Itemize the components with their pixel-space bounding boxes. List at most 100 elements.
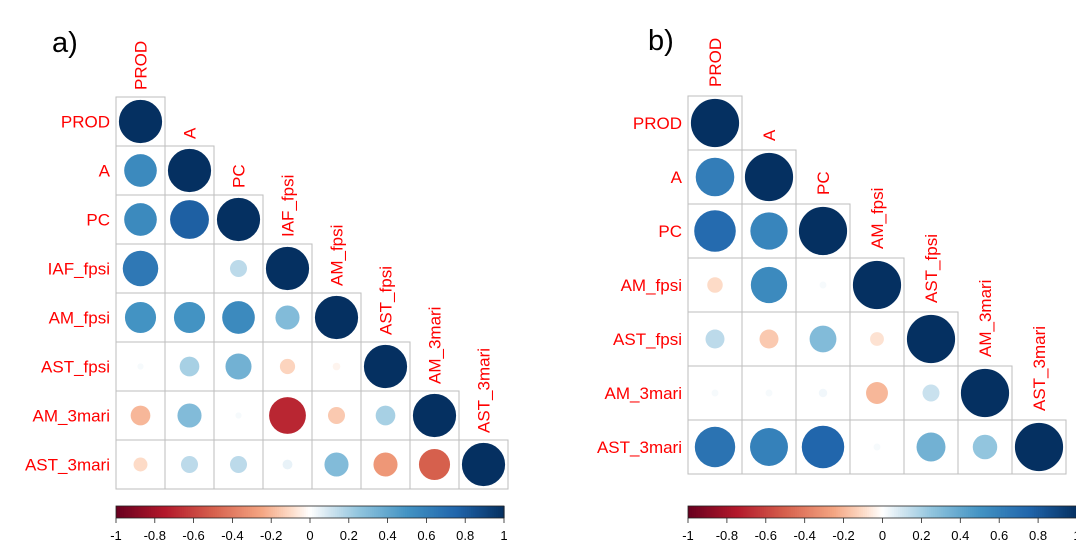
colorbar-segment bbox=[187, 506, 191, 518]
colorbar-segment bbox=[265, 506, 268, 518]
colorbar-segment bbox=[831, 506, 835, 518]
colorbar-segment bbox=[168, 506, 171, 518]
colorbar-segment bbox=[199, 506, 202, 518]
colorbar-segment bbox=[898, 506, 901, 518]
column-label-AST_fpsi: AST_fpsi bbox=[377, 266, 396, 335]
row-label-PC: PC bbox=[86, 211, 110, 230]
corrplot-panel-a: a) PROD A PC IAF_fpsi AM_fpsi AST_fpsi AM_3mari… bbox=[25, 27, 509, 543]
colorbar-tick-label: 0.6 bbox=[990, 528, 1008, 543]
colorbar-segment bbox=[162, 506, 166, 518]
correlation-circle-AST_3mari-IAF_fpsi bbox=[282, 459, 293, 470]
correlation-circle-AM_3mari-PROD bbox=[711, 389, 719, 397]
colorbar-segment bbox=[356, 506, 360, 518]
row-label-AM_3mari: AM_3mari bbox=[33, 407, 110, 426]
colorbar-segment bbox=[383, 506, 387, 518]
colorbar-segment bbox=[750, 506, 753, 518]
correlation-circle-AST_3mari-AM_fpsi bbox=[324, 452, 349, 477]
colorbar-segment bbox=[432, 506, 435, 518]
colorbar-segment bbox=[1067, 506, 1070, 518]
colorbar-segment bbox=[872, 506, 876, 518]
colorbar-segment bbox=[878, 506, 882, 518]
colorbar-segment bbox=[1071, 506, 1074, 518]
colorbar-segment bbox=[308, 506, 311, 518]
colorbar-segment bbox=[298, 506, 301, 518]
colorbar-segment bbox=[1024, 506, 1028, 518]
colorbar-segment bbox=[455, 506, 459, 518]
colorbar-segment bbox=[999, 506, 1002, 518]
colorbar-segment bbox=[775, 506, 779, 518]
colorbar-segment bbox=[397, 506, 400, 518]
colorbar-segment bbox=[337, 506, 340, 518]
colorbar-segment bbox=[991, 506, 994, 518]
colorbar-segment bbox=[426, 506, 429, 518]
colorbar-segment bbox=[441, 506, 445, 518]
row-label-AM_3mari: AM_3mari bbox=[605, 384, 682, 403]
row-label-AST_3mari: AST_3mari bbox=[25, 456, 110, 475]
colorbar-segment bbox=[726, 506, 730, 518]
colorbar-segment bbox=[968, 506, 971, 518]
colorbar-segment bbox=[833, 506, 837, 518]
colorbar-tick-label: -0.8 bbox=[144, 528, 166, 543]
colorbar-segment bbox=[414, 506, 418, 518]
colorbar-segment bbox=[389, 506, 393, 518]
colorbar-segment bbox=[438, 506, 441, 518]
column-label-AM_3mari: AM_3mari bbox=[426, 307, 445, 384]
colorbar-segment bbox=[1063, 506, 1066, 518]
colorbar-segment bbox=[688, 506, 691, 518]
row-label-A: A bbox=[99, 162, 111, 181]
colorbar-segment bbox=[401, 506, 404, 518]
correlation-circle-PC-A bbox=[750, 212, 788, 250]
colorbar-segment bbox=[721, 506, 724, 518]
correlation-circle-AST_3mari-PC bbox=[801, 425, 845, 469]
colorbar-segment bbox=[224, 506, 228, 518]
colorbar-segment bbox=[490, 506, 493, 518]
colorbar-segment bbox=[693, 506, 697, 518]
colorbar-segment bbox=[1005, 506, 1008, 518]
colorbar-segment bbox=[1065, 506, 1068, 518]
colorbar-segment bbox=[502, 506, 505, 518]
colorbar-segment bbox=[952, 506, 956, 518]
colorbar-segment bbox=[439, 506, 443, 518]
colorbar-segment bbox=[478, 506, 482, 518]
colorbar-segment bbox=[205, 506, 208, 518]
colorbar-segment bbox=[695, 506, 699, 518]
matrix-cell bbox=[795, 365, 851, 421]
colorbar-segment bbox=[865, 506, 868, 518]
correlation-circle-AST_fpsi-A bbox=[759, 329, 779, 349]
column-label-IAF_fpsi: IAF_fpsi bbox=[279, 175, 298, 237]
colorbar-segment bbox=[691, 506, 695, 518]
colorbar-segment bbox=[317, 506, 321, 518]
colorbar-segment bbox=[135, 506, 138, 518]
correlation-circle-AST_3mari-AST_3mari bbox=[461, 442, 506, 487]
colorbar-segment bbox=[133, 506, 136, 518]
colorbar-segment bbox=[793, 506, 796, 518]
panel-label: b) bbox=[648, 25, 674, 57]
colorbar-segment bbox=[1028, 506, 1031, 518]
correlation-circle-AST_fpsi-AM_fpsi bbox=[870, 332, 884, 346]
colorbar-tick-label: 0 bbox=[306, 528, 313, 543]
colorbar-segment bbox=[327, 506, 330, 518]
colorbar-segment bbox=[728, 506, 732, 518]
colorbar-segment bbox=[311, 506, 315, 518]
row-label-AM_fpsi: AM_fpsi bbox=[49, 309, 110, 328]
row-label-AST_fpsi: AST_fpsi bbox=[41, 358, 110, 377]
colorbar-segment bbox=[1036, 506, 1039, 518]
colorbar-segment bbox=[826, 506, 829, 518]
correlation-circle-AST_fpsi-AST_fpsi bbox=[363, 344, 408, 389]
colorbar-segment bbox=[717, 506, 720, 518]
colorbar-segment bbox=[170, 506, 173, 518]
colorbar-segment bbox=[273, 506, 276, 518]
colorbar-segment bbox=[197, 506, 201, 518]
colorbar-segment bbox=[395, 506, 398, 518]
colorbar-segment bbox=[798, 506, 802, 518]
colorbar-segment bbox=[296, 506, 299, 518]
colorbar-segment bbox=[758, 506, 761, 518]
colorbar-segment bbox=[699, 506, 703, 518]
colorbar-segment bbox=[989, 506, 993, 518]
column-label-PROD: PROD bbox=[706, 38, 725, 87]
colorbar-segment bbox=[375, 506, 379, 518]
correlation-circle-AST_3mari-PROD bbox=[133, 457, 148, 472]
colorbar-segment bbox=[703, 506, 707, 518]
colorbar-tick-label: 0.2 bbox=[340, 528, 358, 543]
colorbar-segment bbox=[824, 506, 827, 518]
